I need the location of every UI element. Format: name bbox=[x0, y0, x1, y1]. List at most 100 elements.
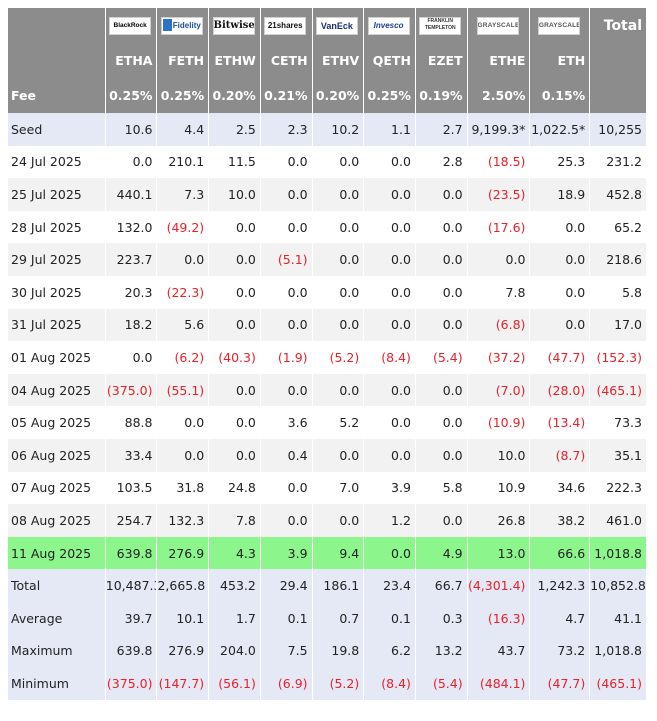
flow-value-cell: (47.7) bbox=[529, 667, 591, 700]
flow-value-cell: 2.7 bbox=[415, 113, 468, 146]
row-total-cell: 452.8 bbox=[589, 178, 647, 211]
flow-value-cell: 1,022.5* bbox=[529, 113, 591, 146]
flow-value-cell: 204.0 bbox=[208, 634, 261, 668]
table-row: 05 Aug 2025 88.8 0.0 0.0 3.6 5.2 0.0 0.0 (10.9)(… bbox=[8, 406, 647, 439]
flow-value-cell: 0.0 bbox=[312, 243, 365, 276]
flow-table-body: Seed 10.6 4.4 2.5 2.3 10.2 1.1 2.7 9,199.3* 1,022… bbox=[8, 113, 647, 700]
table-row: Seed 10.6 4.4 2.5 2.3 10.2 1.1 2.7 9,199.3* 1,022… bbox=[8, 113, 647, 146]
flow-value-cell: 25.3 bbox=[529, 145, 591, 179]
row-label: 24 Jul 2025 bbox=[8, 145, 106, 179]
flow-value-cell: 29.4 bbox=[260, 569, 313, 602]
flow-value-cell: 0.0 bbox=[529, 243, 591, 276]
flow-value-cell: 7.3 bbox=[156, 178, 210, 211]
flow-value-cell: 0.0 bbox=[156, 406, 210, 439]
grayscale-logo: GRAYSCALE bbox=[476, 16, 519, 35]
ticker-header-row: ETHA FETH ETHW CETH ETHV QETH EZET ETHE … bbox=[8, 43, 647, 78]
flow-value-cell: 0.0 bbox=[260, 471, 313, 505]
fee-row: Fee 0.25% 0.25% 0.20% 0.21% 0.20% 0.25% … bbox=[8, 78, 647, 113]
table-row: 07 Aug 2025 103.5 31.8 24.8 0.0 7.0 3.9 5.8 10.9… bbox=[8, 471, 647, 505]
table-row: 25 Jul 2025 440.1 7.3 10.0 0.0 0.0 0.0 0.0 (23.5… bbox=[8, 178, 647, 211]
row-total-cell: 1,018.8 bbox=[589, 634, 647, 668]
row-total-cell: 231.2 bbox=[589, 145, 647, 179]
flow-value-cell: 186.1 bbox=[312, 569, 365, 602]
fidelity-mark-icon bbox=[162, 19, 172, 32]
flow-value-cell: 26.8 bbox=[467, 504, 531, 537]
flow-value-cell: 10.2 bbox=[312, 113, 365, 146]
flow-value-cell: 31.8 bbox=[156, 471, 210, 505]
flow-value-cell: (49.2) bbox=[156, 210, 210, 244]
flow-value-cell: 0.0 bbox=[156, 438, 210, 472]
ticker-header: ETHW bbox=[208, 43, 261, 78]
flow-value-cell: 132.3 bbox=[156, 504, 210, 537]
ticker-header: ETHA bbox=[105, 43, 158, 78]
flow-value-cell: (55.1) bbox=[156, 373, 210, 407]
flow-value-cell: 0.0 bbox=[312, 275, 365, 309]
flow-value-cell: 103.5 bbox=[105, 471, 158, 505]
table-row: 29 Jul 2025 223.7 0.0 0.0 (5.1) 0.0 0.0 0.0 0.0 0… bbox=[8, 243, 647, 276]
row-label: 31 Jul 2025 bbox=[8, 308, 106, 342]
flow-value-cell: (5.2) bbox=[312, 667, 365, 700]
flow-value-cell: 276.9 bbox=[156, 634, 210, 668]
flow-value-cell: 0.0 bbox=[260, 308, 313, 342]
fee-value: 0.15% bbox=[529, 78, 591, 113]
flow-value-cell: 1.1 bbox=[363, 113, 416, 146]
franklin-templeton-logo: FRANKLIN TEMPLETON bbox=[419, 16, 462, 35]
flow-value-cell: 7.0 bbox=[312, 471, 365, 505]
flow-value-cell: 0.0 bbox=[260, 373, 313, 407]
flow-value-cell: 0.3 bbox=[415, 601, 468, 635]
flow-value-cell: (16.3) bbox=[467, 601, 531, 635]
flow-value-cell: 0.0 bbox=[363, 438, 416, 472]
flow-value-cell: (5.2) bbox=[312, 341, 365, 374]
flow-value-cell: 0.0 bbox=[363, 275, 416, 309]
flow-value-cell: 0.0 bbox=[363, 406, 416, 439]
row-total-cell: 65.2 bbox=[589, 210, 647, 244]
flow-value-cell: 639.8 bbox=[105, 536, 158, 570]
fidelity-logo-text: Fidelity bbox=[172, 20, 201, 30]
flow-value-cell: (147.7) bbox=[156, 667, 210, 700]
fee-value: 0.19% bbox=[415, 78, 468, 113]
row-label: Total bbox=[8, 569, 106, 602]
flow-value-cell: 5.6 bbox=[156, 308, 210, 342]
flow-value-cell: (5.4) bbox=[415, 341, 468, 374]
flow-value-cell: 0.0 bbox=[208, 243, 261, 276]
flow-value-cell: 6.2 bbox=[363, 634, 416, 668]
row-total-cell: 17.0 bbox=[589, 308, 647, 342]
flow-value-cell: (28.0) bbox=[529, 373, 591, 407]
flow-value-cell: (17.6) bbox=[467, 210, 531, 244]
flow-value-cell: 0.0 bbox=[363, 536, 416, 570]
table-row: 04 Aug 2025 (375.0) (55.1) 0.0 0.0 0.0 0.0 0.0(… bbox=[8, 373, 647, 407]
fee-total-cell bbox=[589, 78, 647, 113]
fee-value: 0.20% bbox=[208, 78, 261, 113]
flow-value-cell: 3.9 bbox=[363, 471, 416, 505]
flow-value-cell: 132.0 bbox=[105, 210, 158, 244]
flow-value-cell: 5.2 bbox=[312, 406, 365, 439]
flow-value-cell: (40.3) bbox=[208, 341, 261, 374]
flow-value-cell: 73.2 bbox=[529, 634, 591, 668]
flow-value-cell: 10,487.3 bbox=[105, 569, 158, 602]
flow-value-cell: 88.8 bbox=[105, 406, 158, 439]
flow-value-cell: 18.9 bbox=[529, 178, 591, 211]
flow-value-cell: 210.1 bbox=[156, 145, 210, 179]
flow-value-cell: (7.0) bbox=[467, 373, 531, 407]
etf-flow-table: BlackRock Fidelity Bitwise 21shares VanE… bbox=[8, 8, 647, 700]
flow-value-cell: (37.2) bbox=[467, 341, 531, 374]
flow-value-cell: 7.8 bbox=[208, 504, 261, 537]
row-label: 25 Jul 2025 bbox=[8, 178, 106, 211]
flow-value-cell: 10.6 bbox=[105, 113, 158, 146]
flow-value-cell: 0.0 bbox=[415, 275, 468, 309]
flow-value-cell: 0.0 bbox=[208, 406, 261, 439]
ticker-header: ETH bbox=[529, 43, 591, 78]
flow-value-cell: 0.0 bbox=[415, 308, 468, 342]
flow-value-cell: 10.1 bbox=[156, 601, 210, 635]
fee-value: 2.50% bbox=[467, 78, 531, 113]
ticker-header: ETHE bbox=[467, 43, 531, 78]
row-label: 05 Aug 2025 bbox=[8, 406, 106, 439]
flow-value-cell: 23.4 bbox=[363, 569, 416, 602]
flow-value-cell: 0.0 bbox=[529, 308, 591, 342]
flow-value-cell: (484.1) bbox=[467, 667, 531, 700]
flow-value-cell: 4.3 bbox=[208, 536, 261, 570]
flow-value-cell: 9.4 bbox=[312, 536, 365, 570]
flow-value-cell: 0.0 bbox=[415, 243, 468, 276]
row-label: 04 Aug 2025 bbox=[8, 373, 106, 407]
blackrock-logo: BlackRock bbox=[109, 16, 152, 35]
